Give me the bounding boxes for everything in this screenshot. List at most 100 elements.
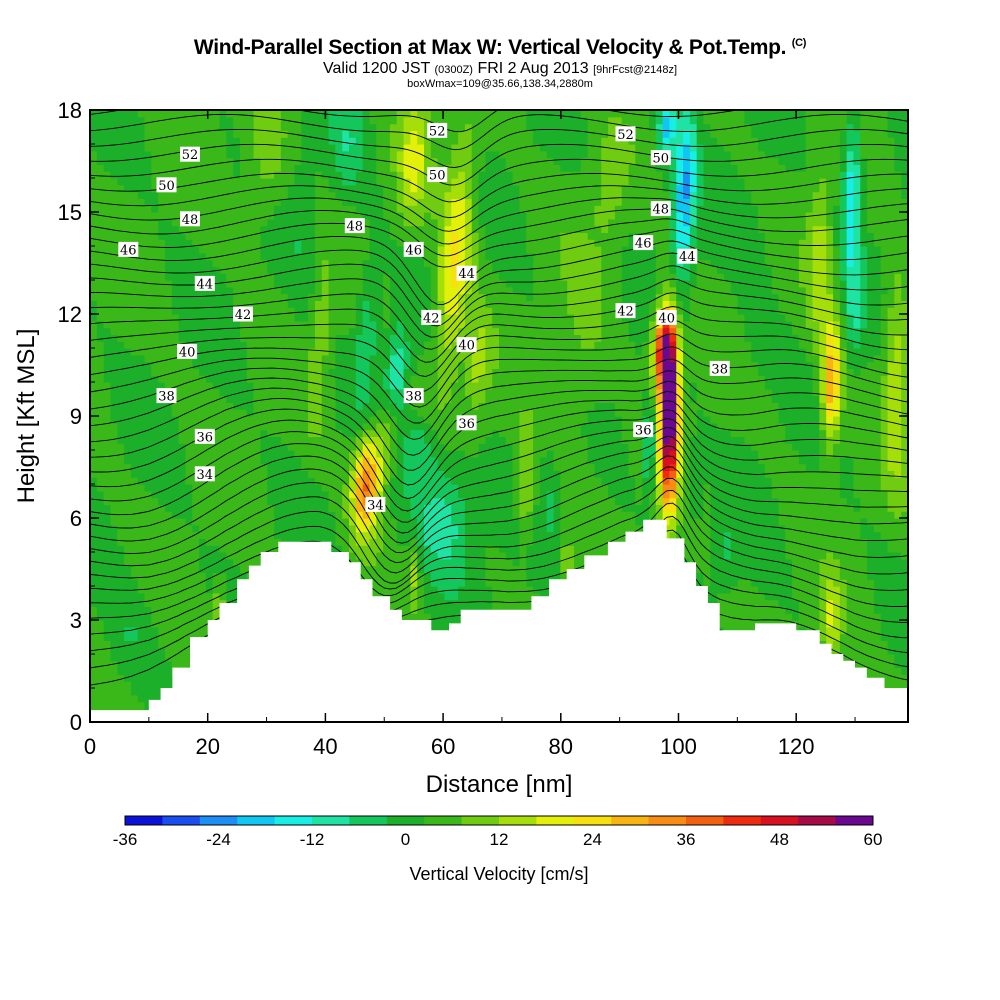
w-cell bbox=[723, 524, 732, 533]
w-cell bbox=[471, 511, 480, 519]
w-cell bbox=[546, 552, 555, 560]
w-cell bbox=[492, 592, 500, 601]
w-cell bbox=[280, 504, 289, 512]
w-cell bbox=[464, 524, 473, 533]
w-cell bbox=[880, 620, 889, 628]
w-cell bbox=[860, 450, 868, 458]
w-cell bbox=[430, 497, 439, 505]
w-cell bbox=[137, 647, 146, 655]
w-cell bbox=[601, 538, 609, 546]
w-cell bbox=[185, 538, 193, 546]
w-cell bbox=[219, 443, 227, 451]
w-cell bbox=[560, 524, 568, 533]
w-cell bbox=[103, 552, 112, 560]
w-cell bbox=[444, 484, 452, 492]
w-cell bbox=[117, 640, 125, 648]
w-cell bbox=[151, 531, 159, 539]
w-cell bbox=[233, 504, 241, 512]
w-cell bbox=[798, 531, 807, 539]
w-cell bbox=[239, 463, 248, 471]
w-cell bbox=[614, 524, 623, 533]
w-cell bbox=[239, 456, 248, 465]
w-cell bbox=[614, 497, 623, 505]
w-cell bbox=[103, 579, 112, 587]
w-cell bbox=[764, 456, 773, 465]
w-cell bbox=[376, 538, 384, 546]
w-cell bbox=[199, 450, 207, 458]
w-cell bbox=[812, 552, 820, 560]
w-cell bbox=[519, 572, 527, 580]
w-cell bbox=[860, 579, 868, 587]
w-cell bbox=[894, 524, 902, 533]
w-cell bbox=[246, 524, 255, 533]
w-cell bbox=[417, 477, 425, 485]
w-cell bbox=[485, 558, 493, 567]
w-cell bbox=[723, 531, 732, 539]
w-cell bbox=[655, 484, 664, 492]
w-cell bbox=[226, 497, 234, 505]
w-cell bbox=[369, 586, 377, 594]
w-cell bbox=[560, 572, 568, 580]
w-cell bbox=[199, 586, 207, 594]
w-cell bbox=[539, 463, 548, 471]
w-cell bbox=[212, 511, 221, 519]
w-cell bbox=[573, 497, 582, 505]
w-cell bbox=[335, 456, 343, 465]
w-cell bbox=[233, 586, 241, 594]
w-cell bbox=[287, 524, 296, 533]
w-cell bbox=[144, 531, 152, 539]
w-cell bbox=[587, 477, 596, 485]
w-cell bbox=[689, 470, 698, 478]
w-cell bbox=[778, 456, 786, 465]
w-cell bbox=[533, 477, 541, 485]
w-cell bbox=[894, 681, 902, 689]
w-cell bbox=[314, 484, 323, 492]
w-cell bbox=[130, 436, 139, 444]
w-cell bbox=[178, 470, 187, 478]
w-cell bbox=[103, 701, 112, 709]
w-cell bbox=[499, 484, 507, 492]
w-cell bbox=[103, 654, 112, 662]
w-cell bbox=[539, 558, 548, 567]
w-cell bbox=[96, 626, 105, 635]
w-cell bbox=[560, 552, 568, 560]
w-cell bbox=[301, 450, 309, 458]
w-cell bbox=[730, 456, 739, 465]
w-cell bbox=[226, 572, 234, 580]
w-cell bbox=[505, 490, 514, 499]
w-cell bbox=[601, 450, 609, 458]
w-cell bbox=[833, 586, 841, 594]
w-cell bbox=[539, 545, 548, 553]
w-cell bbox=[199, 524, 207, 533]
w-cell bbox=[458, 456, 466, 465]
w-cell bbox=[464, 497, 473, 505]
w-cell bbox=[655, 477, 664, 485]
w-cell bbox=[130, 688, 139, 696]
w-cell bbox=[519, 579, 527, 587]
w-cell bbox=[124, 633, 132, 641]
w-cell bbox=[458, 565, 466, 573]
w-cell bbox=[573, 463, 582, 471]
w-cell bbox=[723, 552, 732, 560]
w-cell bbox=[860, 647, 868, 655]
w-cell bbox=[478, 490, 486, 499]
w-cell bbox=[512, 558, 521, 567]
w-cell bbox=[846, 640, 855, 648]
w-cell bbox=[96, 450, 105, 458]
w-cell bbox=[512, 511, 521, 519]
w-cell bbox=[437, 586, 446, 594]
w-cell bbox=[308, 463, 316, 471]
w-cell bbox=[464, 511, 473, 519]
w-cell bbox=[812, 477, 820, 485]
w-cell bbox=[103, 694, 112, 703]
w-cell bbox=[96, 552, 105, 560]
w-cell bbox=[594, 450, 602, 458]
w-cell bbox=[471, 524, 480, 533]
w-cell bbox=[362, 518, 371, 526]
w-cell bbox=[833, 497, 841, 505]
w-cell bbox=[683, 477, 691, 485]
w-cell bbox=[553, 572, 561, 580]
w-cell bbox=[369, 579, 377, 587]
w-cell bbox=[239, 558, 248, 567]
w-cell bbox=[764, 606, 773, 614]
